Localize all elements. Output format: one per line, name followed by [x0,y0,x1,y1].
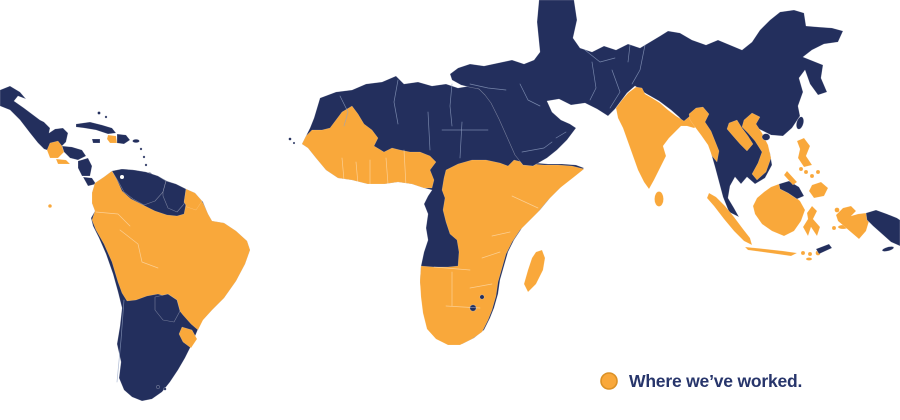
region-taiwan [796,116,804,130]
region-cuba [75,121,117,135]
region-timor [815,243,833,255]
islet-falkland-2 [163,387,167,391]
region-mexico [0,85,69,152]
islet-bahamas-2 [104,115,108,119]
region-mindanao [808,181,829,199]
region-costa-rica [82,176,97,187]
border-morocco-algeria [339,95,349,127]
region-south-america-worked [91,170,251,331]
legend-marker-icon [600,372,618,390]
region-nicaragua [77,157,93,177]
islet-visayas-1 [803,169,809,175]
legend-label: Where we’ve worked. [629,371,802,391]
region-west-africa-worked [301,105,437,189]
region-puerto-rico [132,138,140,144]
border-gulf-of-guinea-states [341,149,407,187]
islet-cape-verde-2 [292,141,296,145]
region-uruguay [178,326,198,349]
islet-galapagos [47,203,53,209]
region-laos [726,119,754,152]
islet-halmahera [834,207,840,213]
region-palawan [783,170,798,186]
region-sumatra [706,192,753,246]
border-colombia-peru [95,211,131,227]
border-east-africa [481,195,539,259]
islet-lombok [800,250,806,256]
lake-maracaibo [120,175,124,179]
islet-new-britain [881,246,895,252]
region-guyana-suriname [162,180,187,213]
region-asia-base [449,0,844,218]
islet-antilles-1 [139,147,143,151]
region-india [615,86,702,190]
region-luzon [796,137,813,168]
border-peru-brazil [119,229,159,269]
border-central-asia [584,44,646,85]
region-eswatini [479,294,485,300]
region-lesotho [469,304,477,312]
region-french-guiana [183,188,203,211]
islet-cape-verde-1 [288,137,292,141]
region-el-salvador [55,158,71,165]
region-papua-new-guinea [865,209,900,247]
border-algeria-libya [393,79,399,125]
region-sri-lanka [654,191,664,207]
border-middle-east [469,83,567,153]
region-hainan [761,133,771,141]
border-niger-chad [427,111,431,151]
border-chile-argentina [116,299,125,383]
islet-bahamas-1 [97,111,101,115]
border-iran-afghanistan-pakistan [589,61,621,109]
region-haiti [106,134,118,144]
region-java [744,246,798,257]
border-libya-egypt [449,83,453,127]
region-myanmar [688,106,720,163]
region-honduras [61,145,87,161]
legend: Where we’ve worked. [600,371,802,391]
border-southern-africa [433,266,493,309]
region-guatemala [46,140,65,159]
islet-mindoro [798,166,804,172]
region-sulawesi [802,205,821,237]
islet-antilles-2 [142,155,146,159]
islet-buru [831,225,837,231]
islet-sumbawa [807,251,813,257]
islet-falkland-1 [156,385,160,389]
region-dominican-republic [116,133,131,145]
region-jamaica [91,138,101,144]
region-madagascar [523,249,546,293]
islet-visayas-3 [815,169,821,175]
border-sudan-chad [459,121,463,159]
islet-visayas-2 [809,173,815,179]
region-west-papua [835,205,870,240]
islet-sumba [805,257,813,261]
region-vietnam [741,112,772,181]
islet-antilles-3 [144,163,148,167]
region-paraguay [154,293,181,323]
